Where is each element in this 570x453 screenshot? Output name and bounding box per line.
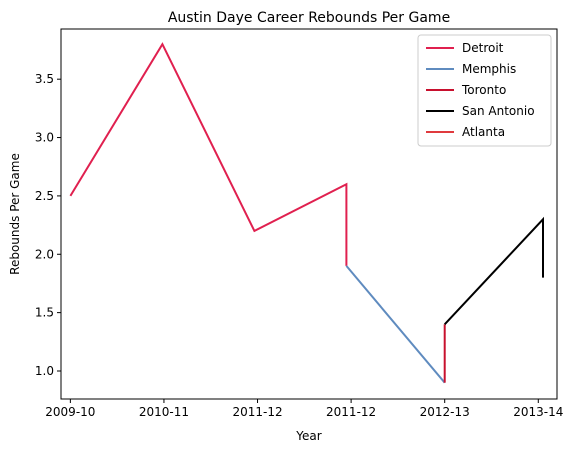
legend-label: San Antonio (462, 104, 535, 118)
legend: Detroit Memphis Toronto San Antonio Atlanta (417, 34, 552, 147)
legend-label: Memphis (462, 62, 516, 76)
y-tick-label: 2.0 (35, 247, 54, 261)
x-tick-label: 2012-13 (420, 405, 470, 419)
x-tick-label: 2009-10 (45, 405, 95, 419)
y-tick-label: 3.5 (35, 72, 54, 86)
series-line-memphis (345, 265, 446, 384)
y-axis: 1.0 1.5 2.0 2.5 3.0 3.5 (35, 72, 61, 378)
legend-label: Toronto (461, 83, 506, 97)
x-axis-label: Year (295, 429, 321, 443)
series-line-detroit (69, 42, 348, 266)
legend-label: Atlanta (462, 125, 505, 139)
x-axis: 2009-10 2010-11 2011-12 2011-12 2012-13 2013-… (45, 399, 563, 419)
series-line-san-antonio (443, 216, 544, 325)
y-tick-label: 1.0 (35, 364, 54, 378)
x-tick-label: 2011-12 (326, 405, 376, 419)
x-tick-label: 2013-14 (513, 405, 563, 419)
y-tick-label: 3.0 (35, 131, 54, 145)
y-axis-label: Rebounds Per Game (8, 153, 22, 275)
legend-label: Detroit (462, 41, 504, 55)
chart-title: Austin Daye Career Rebounds Per Game (168, 10, 450, 26)
legend-box (417, 34, 552, 147)
y-tick-label: 1.5 (35, 306, 54, 320)
x-tick-label: 2011-12 (232, 405, 282, 419)
series-lines (69, 42, 544, 384)
x-tick-label: 2010-11 (139, 405, 189, 419)
y-tick-label: 2.5 (35, 189, 54, 203)
